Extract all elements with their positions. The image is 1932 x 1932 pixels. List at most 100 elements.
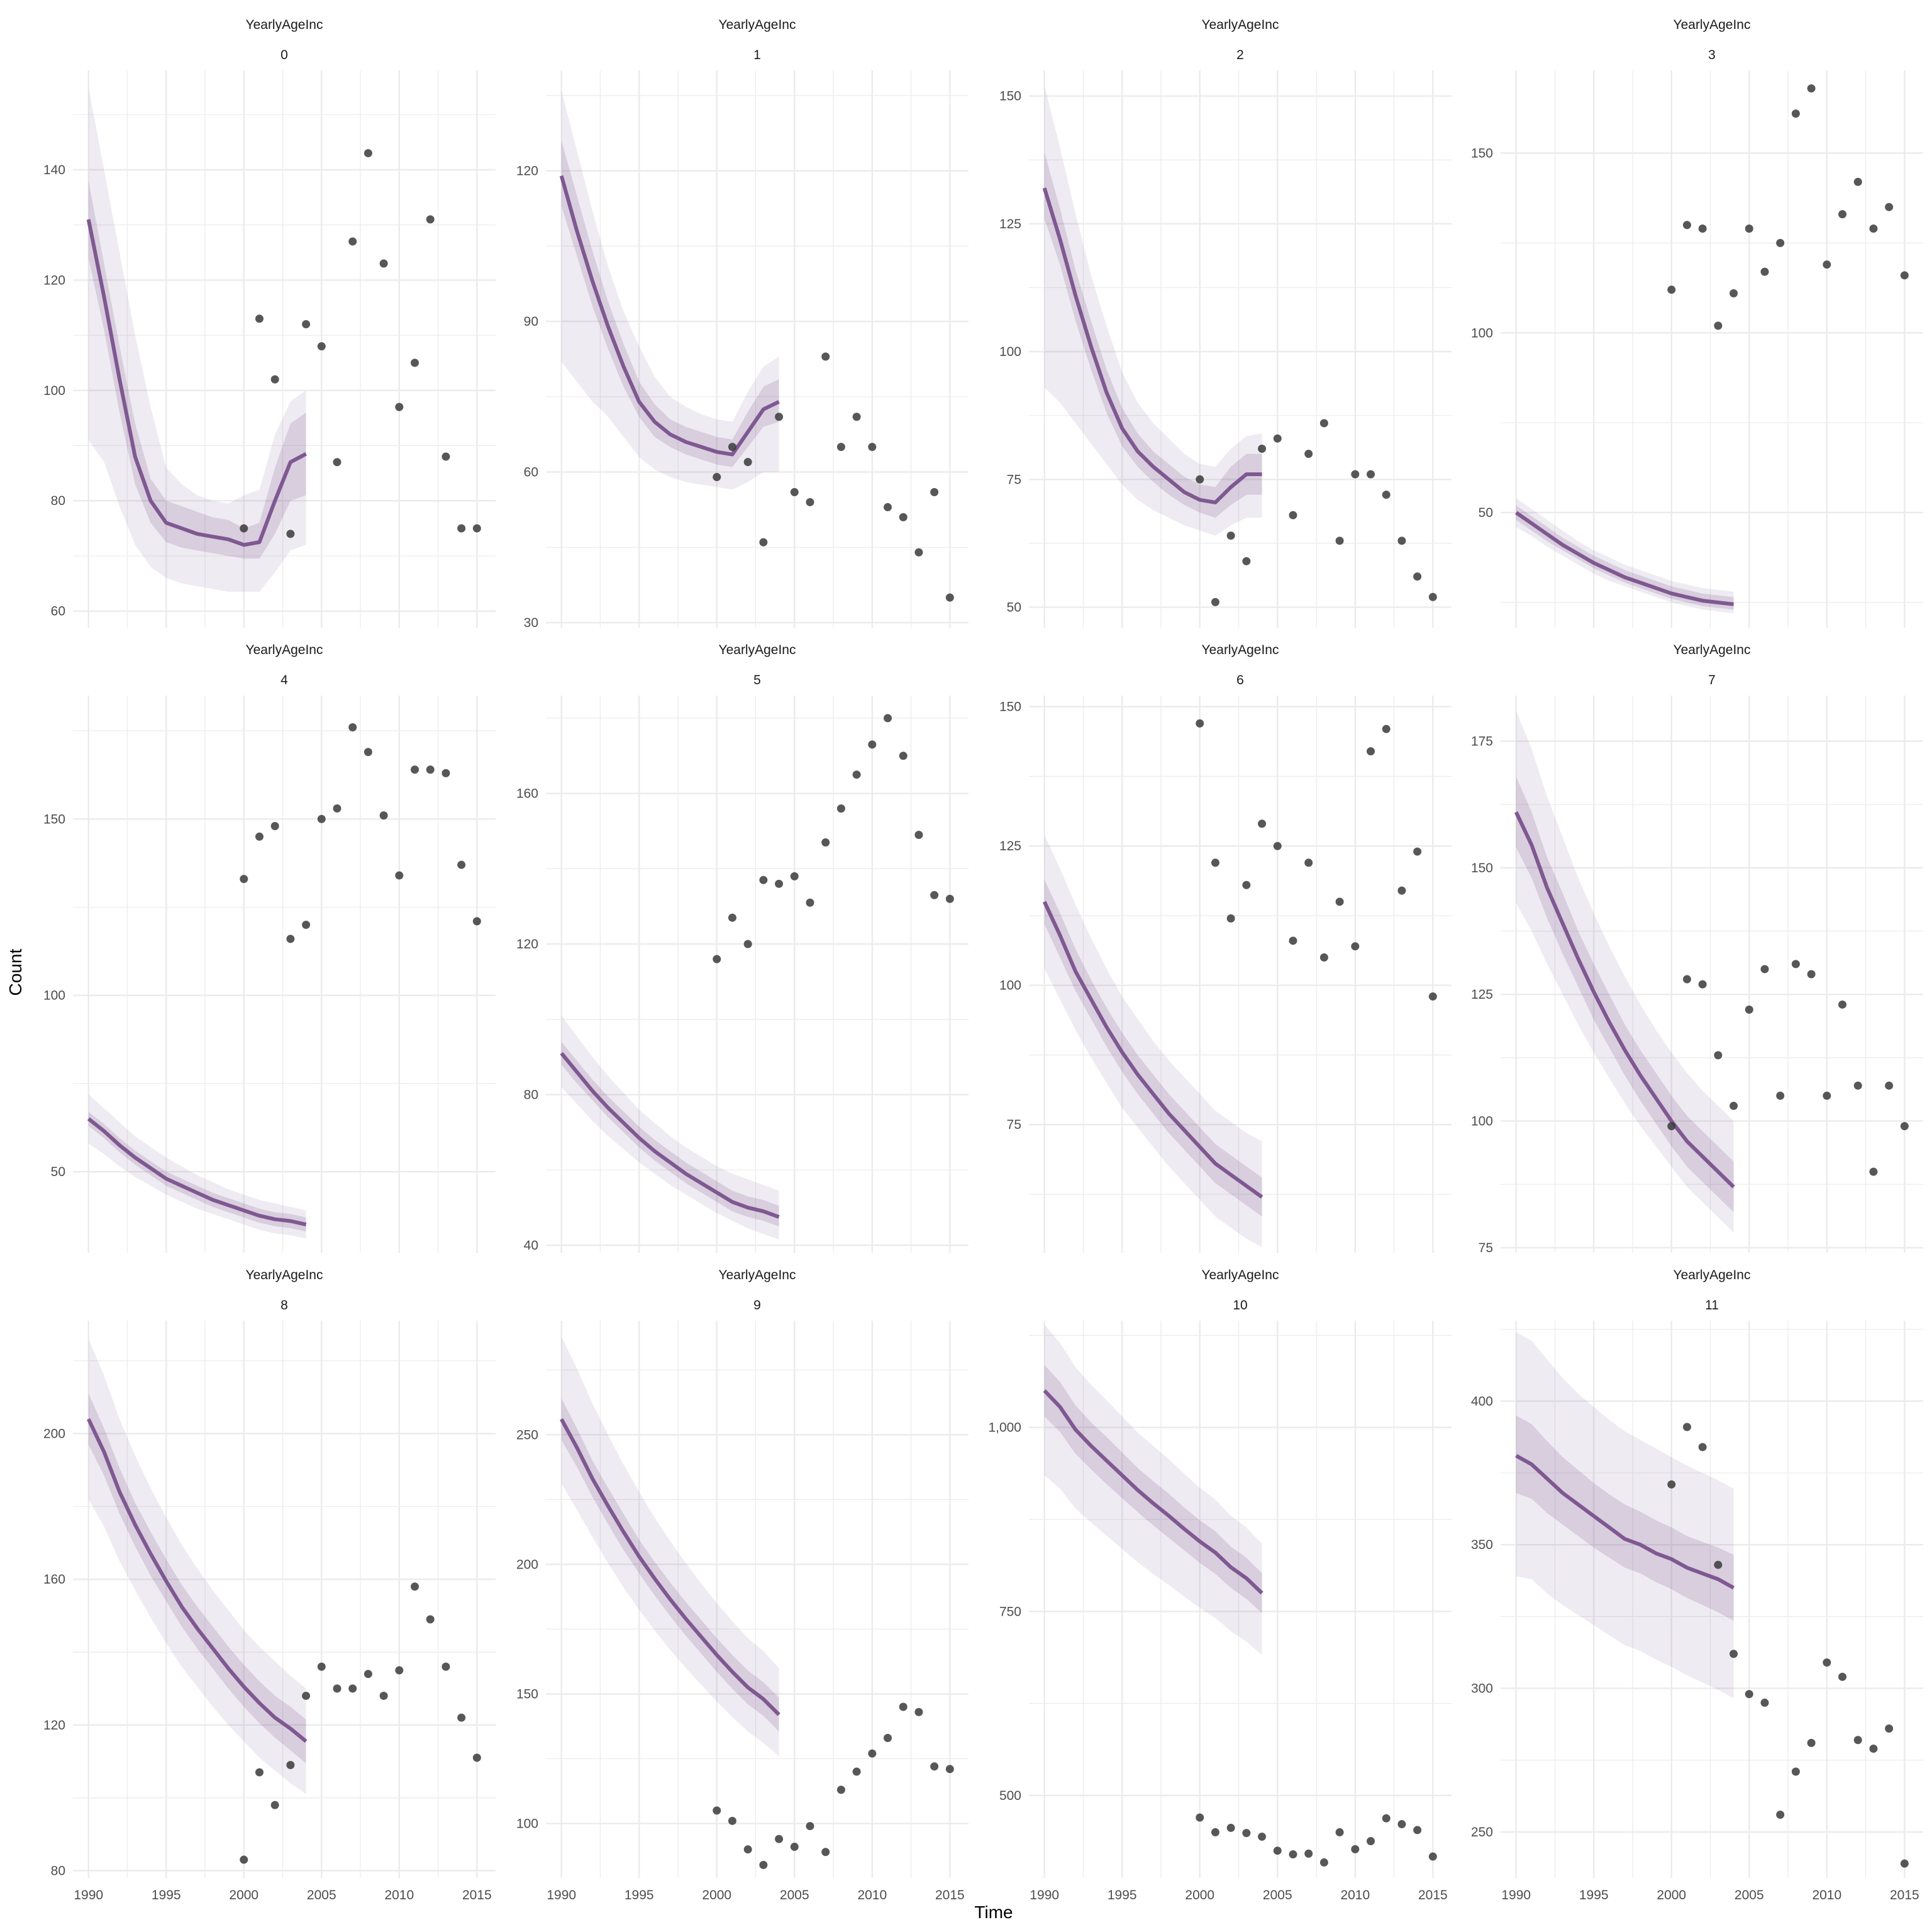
data-point <box>1428 592 1437 601</box>
data-point <box>1698 225 1707 233</box>
data-point <box>868 443 877 452</box>
fitted-line <box>1042 187 1262 504</box>
data-point <box>1289 511 1297 519</box>
data-point <box>884 502 892 511</box>
data-point <box>1335 1828 1344 1836</box>
data-point <box>1226 914 1235 923</box>
data-point <box>1900 271 1909 280</box>
data-point <box>379 259 388 268</box>
data-point <box>1714 1051 1723 1060</box>
x-tick-label: 1990 <box>74 1888 103 1902</box>
data-point <box>1211 858 1219 867</box>
x-tick-label: 2010 <box>857 1888 887 1902</box>
facet-panel-5: YearlyAgeInc 5 40 80 120 160 <box>516 643 969 1253</box>
data-point <box>899 752 908 760</box>
x-tick-label: 1995 <box>152 1888 181 1902</box>
data-point <box>945 894 954 903</box>
y-tick-label: 500 <box>999 1789 1021 1803</box>
data-point <box>1351 470 1360 479</box>
facet-strip-variable: YearlyAgeInc <box>719 18 796 32</box>
x-tick-label: 2005 <box>780 1888 809 1902</box>
y-tick-label: 80 <box>51 1863 65 1878</box>
facet-panel-8: YearlyAgeInc 8 80 120 160 200 1990 1995 2000 2005… <box>43 1268 496 1902</box>
y-tick-label: 50 <box>1479 506 1493 520</box>
facet-strip-variable: YearlyAgeInc <box>1202 1268 1279 1282</box>
y-tick-label: 90 <box>524 314 538 329</box>
data-point <box>379 811 388 820</box>
data-point <box>1698 980 1707 989</box>
data-point <box>1885 1081 1894 1090</box>
data-point <box>317 814 326 823</box>
data-point <box>1304 450 1313 458</box>
facet-strip-level: 4 <box>280 673 288 687</box>
data-point <box>1335 536 1344 545</box>
data-point <box>1304 858 1313 867</box>
gridlines <box>1501 696 1923 1253</box>
data-point <box>1258 819 1267 828</box>
facet-strip-level: 7 <box>1708 673 1716 687</box>
facet-panel-4: YearlyAgeInc 4 50 100 150 <box>43 643 496 1253</box>
x-tick-label: 2010 <box>1812 1888 1841 1902</box>
data-point <box>1807 84 1816 93</box>
data-point <box>1682 221 1691 230</box>
data-point <box>759 875 768 884</box>
data-point <box>930 891 939 899</box>
fitted-line <box>86 1418 308 1743</box>
y-tick-label: 150 <box>516 1687 538 1701</box>
y-tick-label: 75 <box>1007 1118 1021 1132</box>
data-point <box>1823 260 1831 269</box>
data-point <box>1273 841 1282 850</box>
facet-panel-6: YearlyAgeInc 6 75 100 125 150 <box>999 643 1452 1253</box>
fitted-line <box>560 1418 780 1716</box>
data-point <box>1714 1560 1723 1569</box>
outer-prediction-band <box>561 1336 779 1757</box>
data-point <box>333 458 341 467</box>
x-tick-label: 2005 <box>307 1888 336 1902</box>
data-point <box>1776 238 1785 247</box>
x-tick-label: 2000 <box>702 1888 731 1902</box>
data-point <box>286 1760 295 1769</box>
y-tick-label: 1,000 <box>988 1421 1021 1435</box>
data-point <box>775 1835 784 1843</box>
facet-panel-11: YearlyAgeInc 11 250 300 350 400 1990 1995 2000 20… <box>1471 1268 1923 1902</box>
data-point <box>364 149 372 158</box>
facet-strip-level: 0 <box>280 48 288 62</box>
data-point <box>1226 531 1235 540</box>
observed-points <box>1196 719 1437 1001</box>
data-point <box>364 748 372 757</box>
outer-prediction-band <box>1044 1324 1262 1655</box>
data-point <box>1823 1091 1831 1100</box>
x-tick-label: 1995 <box>1579 1888 1609 1902</box>
gridlines <box>1029 70 1452 628</box>
data-point <box>1367 1836 1375 1845</box>
outer-prediction-band <box>1516 711 1734 1233</box>
data-point <box>743 1845 752 1854</box>
x-tick-label: 1990 <box>1501 1888 1531 1902</box>
outer-prediction-band <box>88 1094 306 1239</box>
gridlines <box>546 70 969 628</box>
observed-points <box>1196 1813 1437 1867</box>
fitted-line <box>1514 811 1735 1189</box>
data-point <box>1196 1813 1204 1822</box>
gridlines <box>546 1321 969 1878</box>
data-point <box>790 487 799 496</box>
y-tick-label: 100 <box>43 384 65 398</box>
observed-points <box>1196 419 1437 606</box>
data-point <box>914 831 923 839</box>
data-point <box>270 1801 279 1809</box>
y-tick-label: 100 <box>1471 326 1493 340</box>
y-tick-label: 150 <box>1471 146 1493 160</box>
data-point <box>759 538 768 547</box>
data-point <box>333 804 341 813</box>
y-tick-label: 100 <box>999 979 1021 993</box>
data-point <box>1853 1736 1862 1745</box>
data-point <box>1791 1767 1800 1776</box>
data-point <box>806 497 814 506</box>
data-point <box>1382 491 1391 499</box>
data-point <box>1211 1828 1219 1836</box>
data-point <box>1869 225 1878 233</box>
data-point <box>914 1707 923 1716</box>
data-point <box>821 838 830 847</box>
y-tick-label: 125 <box>999 839 1021 853</box>
data-point <box>1667 1480 1676 1489</box>
